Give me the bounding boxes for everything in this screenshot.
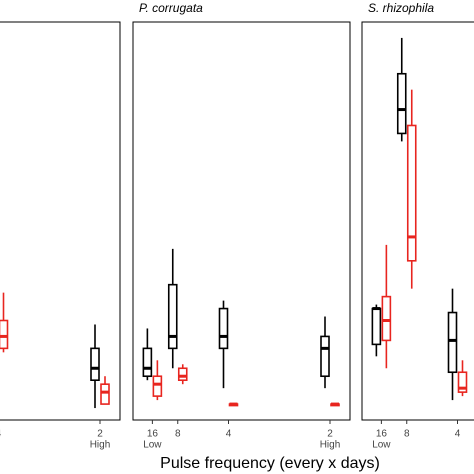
box [406,124,417,262]
panel-frame [0,21,121,421]
box [90,347,100,381]
x-axis-label: Pulse frequency (every x days) [160,455,380,472]
box [396,72,407,135]
x-tick-sublabel: High [320,440,341,451]
box [100,383,110,405]
box [167,283,178,350]
x-tick-label: 8 [175,429,181,440]
box [457,371,468,393]
box [381,295,392,342]
box [447,311,458,374]
x-tick-label: 2 [327,429,333,440]
box [320,335,330,378]
panel-frame [361,21,474,421]
x-tick-label: 4 [455,429,461,440]
x-tick-sublabel: Low [372,440,391,451]
x-tick-label: 16 [376,429,388,440]
box [152,375,163,397]
x-tick-sublabel: High [90,440,111,451]
x-tick-label: 2 [97,429,103,440]
panel-title: P. corrugata [139,1,203,15]
x-tick-sublabel: Low [143,440,162,451]
x-tick-label: 8 [404,429,410,440]
box [0,319,9,350]
box [371,307,382,346]
box [142,347,153,378]
box [218,307,229,350]
x-tick-label: 16 [147,429,159,440]
panel-title: S. rhizophila [368,1,434,15]
panel-frame [132,21,351,421]
box [177,367,188,382]
x-tick-label: 4 [0,429,2,440]
x-tick-label: 4 [226,429,232,440]
